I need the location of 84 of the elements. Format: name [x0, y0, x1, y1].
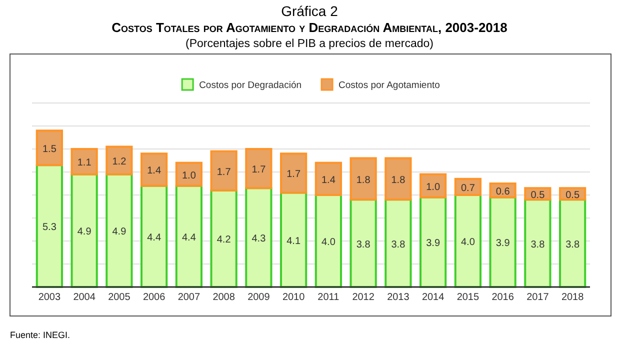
data-label: 3.9 [496, 238, 510, 250]
bar [36, 164, 63, 288]
bar [106, 173, 133, 288]
bar [524, 198, 552, 288]
legend-label: Costos por Agotamiento [338, 80, 440, 91]
data-label: 0.6 [496, 186, 510, 198]
data-label: 4.3 [252, 234, 266, 245]
bar [420, 173, 447, 198]
data-label: 3.9 [426, 238, 440, 250]
bar [175, 184, 202, 288]
data-label: 3.8 [530, 239, 546, 250]
data-label: 4.1 [286, 236, 301, 247]
bar [559, 198, 586, 288]
bar [314, 162, 342, 196]
x-tick-label: 2006 [142, 292, 166, 303]
data-label: 1.4 [321, 174, 336, 186]
bar [245, 148, 272, 190]
x-tick-label: 2016 [492, 292, 514, 303]
x-tick-label: 2010 [282, 292, 306, 303]
bar [36, 130, 63, 166]
x-tick-label: 2009 [248, 292, 270, 303]
data-label: 1.7 [286, 169, 301, 180]
x-tick-label: 2018 [561, 292, 584, 303]
data-label: 1.1 [77, 158, 92, 169]
bar [175, 162, 202, 187]
x-tick-label: 2017 [526, 292, 550, 303]
bar [350, 157, 377, 201]
data-label: 3.8 [566, 239, 580, 250]
chart-subtitle: Costos Totales por Agotamiento y Degradación Ambiental, 2003-2018 [112, 20, 508, 35]
bar [384, 157, 412, 201]
data-label: 1.4 [147, 166, 162, 177]
bar [314, 194, 342, 288]
bar [245, 187, 272, 288]
data-label: 1.8 [356, 174, 371, 186]
data-label: 0.5 [566, 190, 580, 201]
bar [420, 196, 447, 288]
x-tick-label: 2004 [73, 292, 96, 303]
data-label: 4.9 [112, 226, 127, 238]
data-label: 1.2 [112, 156, 127, 168]
x-tick-label: 2011 [318, 292, 340, 303]
x-tick-label: 2012 [352, 292, 375, 303]
data-label: 1.0 [426, 182, 440, 193]
data-label: 5.3 [42, 222, 57, 234]
chart-title: Gráfica 2 [281, 3, 338, 19]
data-label: 0.7 [460, 182, 476, 194]
x-tick-label: 2014 [422, 292, 445, 303]
bar [489, 196, 516, 288]
bar [106, 146, 133, 176]
bar [280, 152, 308, 194]
bar [280, 192, 308, 288]
x-tick-label: 2007 [178, 292, 200, 303]
bar [454, 194, 482, 288]
data-label: 1.5 [42, 144, 57, 155]
legend-label: Costos por Degradación [199, 80, 302, 91]
bar [210, 150, 238, 192]
bar [384, 198, 412, 288]
x-tick-label: 2013 [387, 292, 410, 303]
data-label: 1.8 [391, 174, 406, 186]
bar [140, 152, 168, 187]
data-label: 1.7 [216, 166, 232, 178]
bar [70, 173, 98, 288]
data-label: 4.4 [147, 232, 162, 244]
bar [489, 182, 516, 198]
data-label: 4.0 [460, 237, 476, 248]
text: (Porcentajes sobre el PIB a precios de mercado) [185, 38, 434, 50]
bar [454, 178, 482, 196]
x-tick-label: 2015 [456, 292, 480, 303]
bar [70, 148, 98, 176]
x-tick-label: 2005 [108, 292, 131, 303]
data-label: 4.0 [321, 237, 336, 248]
bar [140, 184, 168, 288]
data-label: 1.0 [182, 170, 196, 182]
data-label: 0.5 [530, 190, 546, 201]
x-tick-label: 2008 [212, 292, 236, 303]
data-label: 4.9 [77, 226, 92, 238]
data-label: 4.2 [216, 234, 232, 246]
data-label: 3.8 [391, 239, 406, 250]
x-tick-label: 2003 [38, 292, 61, 303]
source-note: Fuente: INEGI. [10, 330, 70, 340]
bar [210, 189, 238, 288]
bar [350, 198, 377, 288]
data-label: 3.8 [356, 239, 371, 250]
data-label: 4.4 [182, 232, 196, 244]
data-label: 1.7 [252, 164, 266, 176]
